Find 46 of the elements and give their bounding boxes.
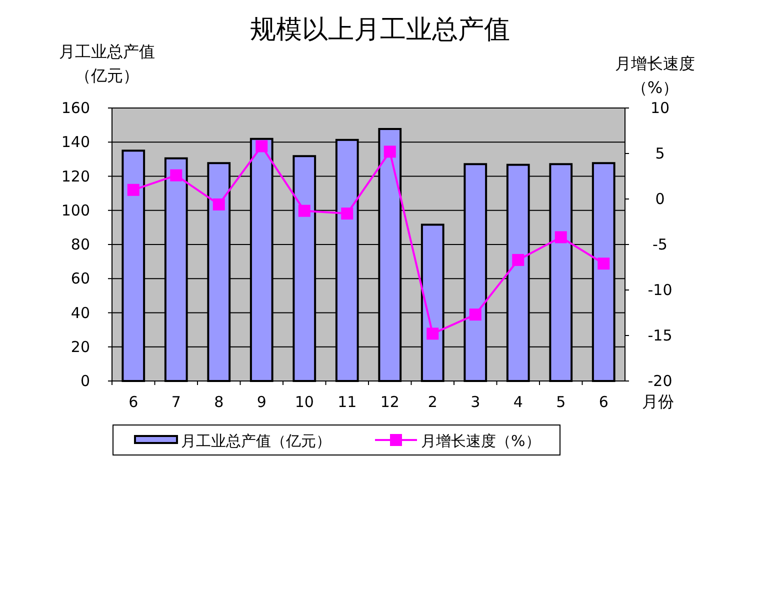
x-tick-label: 3: [470, 393, 480, 411]
y2-tick-label: -20: [648, 372, 672, 390]
y-tick-label: 100: [61, 201, 90, 220]
x-tick-label: 11: [338, 393, 357, 411]
chart-title: 规模以上月工业总产值: [250, 15, 510, 45]
point: [212, 198, 225, 210]
y-tick-label: 20: [70, 338, 90, 356]
y-axis-title: 月工业总产值（亿元）: [58, 41, 156, 87]
y-tick-label: 160: [61, 99, 90, 117]
y-tick-label: 120: [61, 167, 90, 186]
point: [469, 308, 482, 321]
point: [170, 169, 182, 182]
x-axis-title: 月份: [642, 392, 674, 411]
point: [341, 208, 354, 220]
x-tick-label: 5: [556, 393, 566, 411]
x-tick-label: 8: [214, 393, 224, 411]
point: [512, 254, 524, 266]
y2-tick-label: 5: [655, 144, 665, 162]
x-tick-label: 6: [598, 393, 608, 411]
x-tick-label: 6: [128, 393, 138, 411]
point: [127, 184, 140, 196]
point: [384, 146, 396, 158]
legend-label: 月增长速度（%）: [421, 432, 540, 450]
y-tick-label: 40: [70, 304, 90, 322]
x-tick-label: 9: [256, 393, 266, 411]
x-tick-label: 7: [171, 393, 181, 411]
y2-tick-label: 0: [655, 190, 665, 208]
x-tick-label: 4: [513, 393, 523, 411]
y-tick-label: 140: [61, 133, 90, 152]
x-tick-label: 2: [428, 393, 438, 411]
point: [426, 328, 439, 340]
point: [598, 258, 610, 270]
y-tick-label: 0: [80, 372, 90, 390]
y-tick-label: 80: [70, 236, 90, 254]
y2-tick-label: -15: [648, 326, 672, 344]
y-tick-label: 60: [70, 270, 90, 288]
point: [298, 204, 310, 217]
y2-tick-label: -10: [648, 281, 672, 299]
x-tick-label: 12: [380, 393, 400, 411]
point: [256, 140, 268, 152]
legend-label: 月工业总产值（亿元）: [181, 432, 331, 450]
y2-tick-label: 10: [650, 99, 670, 117]
y2-tick-label: -5: [652, 236, 668, 254]
point: [554, 231, 567, 244]
x-tick-label: 10: [294, 393, 314, 411]
y2-axis-title: 月增长速度（%）: [614, 53, 696, 99]
